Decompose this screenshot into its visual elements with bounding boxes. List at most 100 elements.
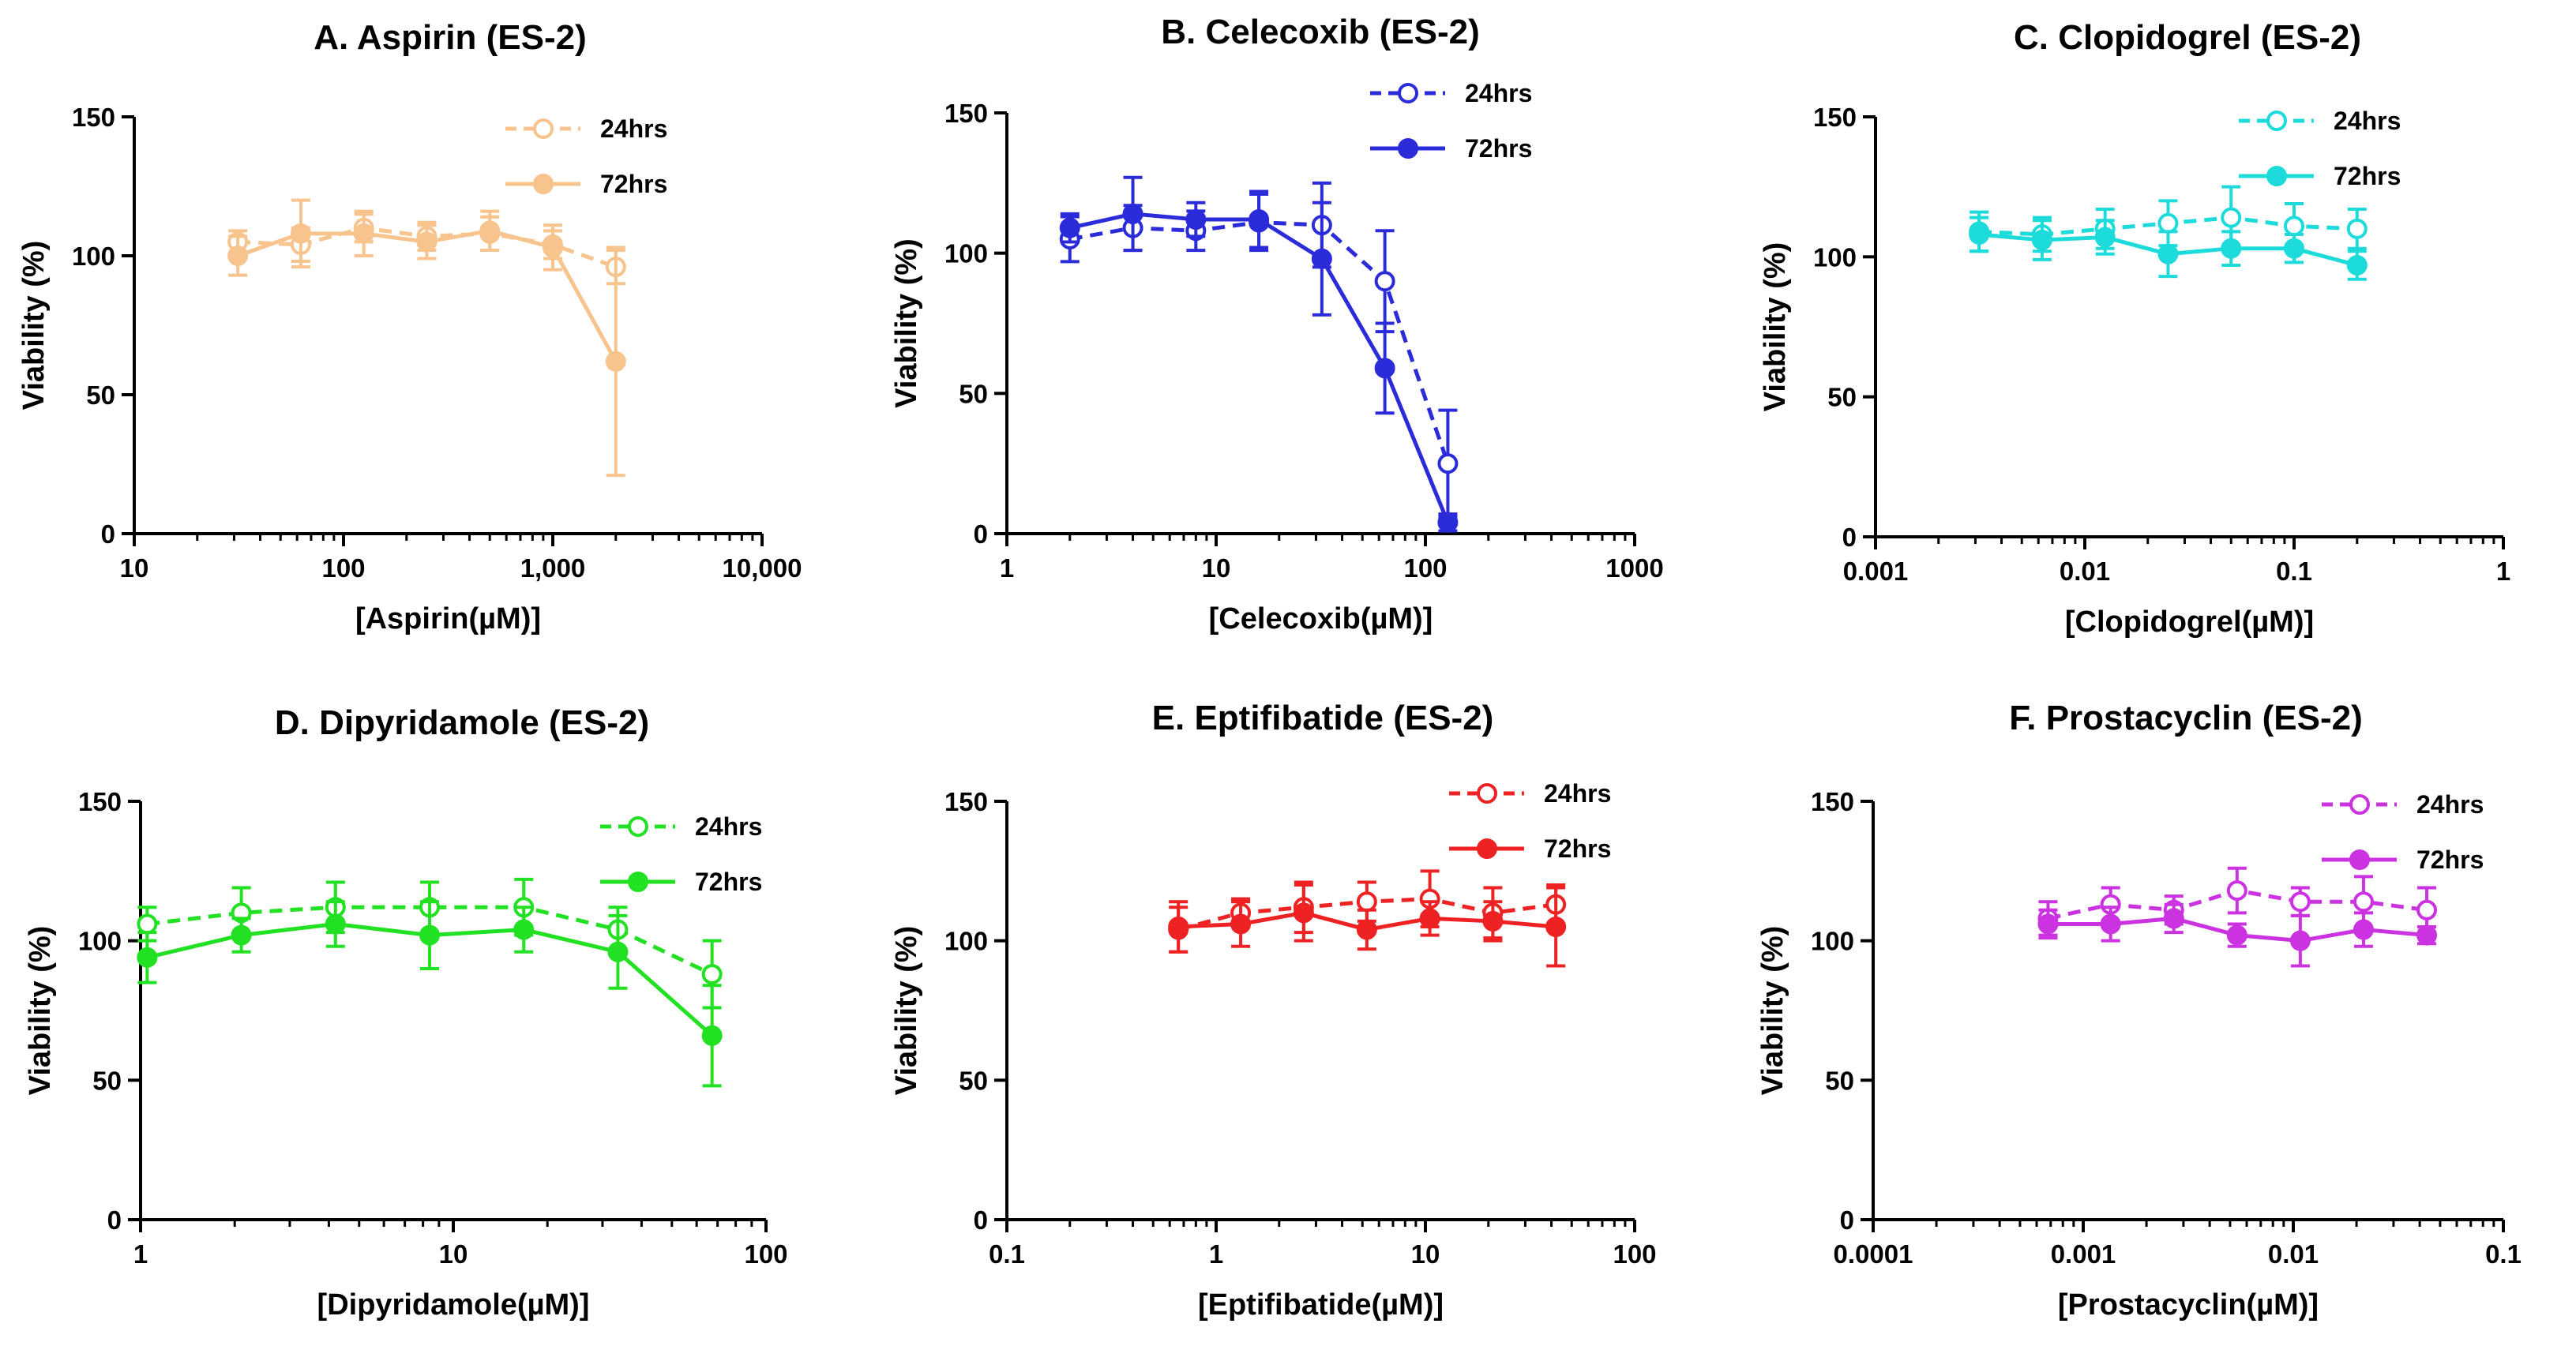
data-point [1482,910,1504,932]
legend-label: 72hrs [695,868,762,896]
legend-label: 72hrs [2416,845,2484,874]
x-tick-label: 0.01 [2268,1239,2319,1269]
legend-marker [628,816,648,837]
y-tick-label: 0 [1840,1205,1854,1235]
data-point [231,924,252,946]
data-point [2094,227,2116,248]
data-point [1185,209,1207,231]
data-point [416,231,437,253]
y-tick-label: 150 [78,787,122,816]
chart-title: E. Eptifibatide (ES-2) [1152,699,1494,737]
panel-a: A. Aspirin (ES-2) 0 50 100 150 10 100 1,000 10,0… [17,18,802,636]
legend-entry: 24hrs [2322,790,2484,819]
x-tick-label: 0.1 [989,1239,1025,1269]
data-point [137,947,158,968]
data-point [701,964,723,985]
data-point [2226,924,2247,946]
legend-entry: 24hrs [2239,107,2401,135]
y-tick-label: 50 [959,379,988,408]
legend-label: 72hrs [1465,134,1532,163]
data-point [2284,238,2304,259]
legend-label: 24hrs [1465,79,1532,107]
legend-label: 24hrs [2334,107,2401,135]
x-tick-label: 1 [2496,557,2510,586]
data-point [2289,930,2311,951]
data-point [479,220,501,242]
data-point [325,913,346,935]
x-tick-label: 10 [1202,553,1231,583]
x-tick-label: 10 [120,553,149,583]
y-tick-label: 100 [944,239,988,268]
x-axis-label: [Aspirin(µM)] [355,602,541,636]
chart-title: A. Aspirin (ES-2) [314,18,587,57]
data-point [1437,512,1459,533]
x-axis-label: [Eptifibatide(µM)] [1198,1288,1444,1322]
legend-marker [2266,111,2287,131]
legend-entry: 72hrs [1449,834,1611,863]
data-point [2416,924,2438,946]
series-72hrs [137,900,723,1088]
series-72hrs [1168,883,1567,968]
x-tick-label: 10,000 [723,553,802,583]
data-point [1437,453,1459,474]
chart-title: B. Celecoxib (ES-2) [1161,13,1479,51]
series-72hrs [2037,902,2438,968]
legend-label: 24hrs [1544,779,1611,808]
data-point [2157,243,2179,264]
x-tick-label: 0.001 [1843,557,1909,586]
y-tick-label: 100 [78,927,122,956]
data-point [1249,209,1270,231]
y-tick-label: 100 [1813,242,1857,272]
series-72hrs [227,198,626,478]
legend-marker [628,872,648,892]
legend-label: 24hrs [695,812,762,841]
data-point [2037,913,2059,935]
y-axis-label: Viability (%) [890,926,923,1096]
x-tick-label: 0.01 [2060,557,2110,586]
x-tick-label: 100 [1613,1239,1656,1269]
y-tick-label: 150 [72,103,115,132]
panel-e: E. Eptifibatide (ES-2) 0 50 100 150 0.1 1 10 100… [890,699,1657,1322]
legend-marker [1477,838,1497,859]
data-point [543,237,563,258]
legend-entry: 24hrs [600,812,762,841]
x-tick-label: 1,000 [520,553,586,583]
x-tick-label: 100 [321,553,365,583]
x-tick-label: 10 [1411,1239,1440,1269]
chart-title: C. Clopidogrel (ES-2) [2014,18,2361,57]
data-point [513,919,535,940]
x-tick-label: 1 [1000,553,1014,583]
data-point [2284,216,2304,237]
data-point [1419,908,1440,929]
legend-label: 72hrs [2334,162,2401,190]
series-72hrs [1059,175,1459,533]
y-tick-label: 50 [92,1066,122,1095]
legend-marker [2349,849,2370,870]
y-axis-label: Viability (%) [890,238,923,408]
legend-marker [533,174,554,194]
data-point [1059,217,1080,238]
chart-title: F. Prostacyclin (ES-2) [2009,699,2362,737]
data-point [290,223,311,244]
y-tick-label: 150 [1811,787,1854,816]
legend-label: 24hrs [2416,790,2484,819]
legend-entry: 72hrs [2322,845,2484,874]
x-axis-label: [Celecoxib(µM)] [1209,602,1433,636]
data-point [2031,230,2052,251]
series-line [1069,220,1450,464]
data-point [2289,891,2311,913]
legend-label: 72hrs [600,170,667,198]
x-tick-label: 0.1 [2485,1239,2522,1269]
legend-entry: 72hrs [1370,134,1532,163]
y-tick-label: 100 [1811,927,1854,956]
y-tick-label: 0 [1842,523,1857,552]
x-tick-label: 10 [439,1239,468,1269]
x-tick-label: 1000 [1605,553,1663,583]
panel-b: B. Celecoxib (ES-2) 0 50 100 150 1 10 100 1000 [C… [890,13,1664,636]
data-point [1311,248,1332,269]
panel-d: D. Dipyridamole (ES-2) 0 50 100 150 1 10 100 [Di… [24,703,788,1322]
data-point [2353,891,2374,913]
x-axis-label: [Dipyridamole(µM)] [317,1288,590,1322]
y-tick-label: 50 [86,381,115,410]
